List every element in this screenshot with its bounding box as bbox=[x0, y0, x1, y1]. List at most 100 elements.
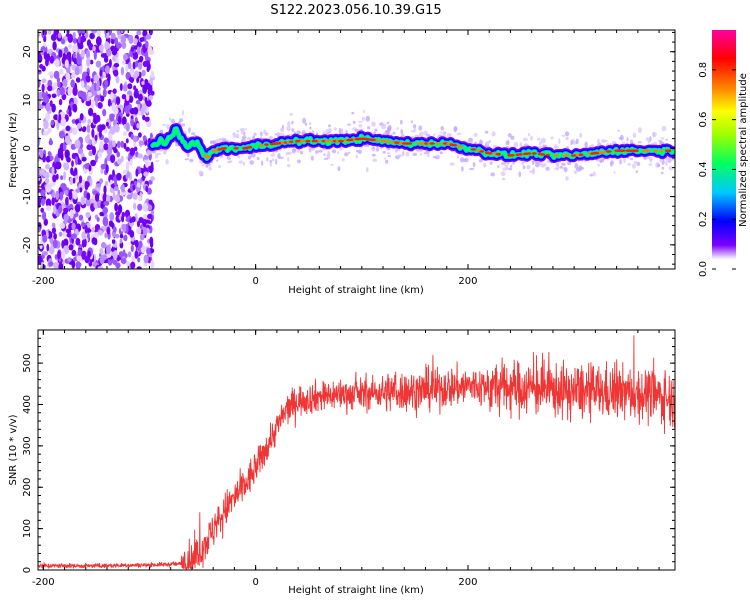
noise-dot bbox=[99, 95, 105, 102]
ridge-haze-dot bbox=[365, 115, 371, 122]
noise-dot bbox=[111, 47, 118, 56]
noise-dot bbox=[75, 237, 81, 246]
noise-dot bbox=[106, 226, 111, 235]
spectrogram-panel: -200 0 200 -20 -10 0 10 20 Height of straight l… bbox=[8, 29, 676, 296]
ridge-haze-dot bbox=[344, 152, 349, 157]
noise-dot bbox=[59, 68, 64, 75]
noise-dot bbox=[135, 100, 141, 105]
ridge-haze-dot bbox=[610, 160, 614, 165]
ridge-haze-dot bbox=[518, 171, 522, 178]
ridge-haze-dot bbox=[209, 140, 213, 145]
ridge-haze-dot bbox=[472, 161, 476, 168]
noise-dot bbox=[68, 110, 72, 117]
noise-dot bbox=[40, 207, 44, 213]
noise-dot bbox=[116, 151, 120, 158]
noise-dot bbox=[45, 205, 52, 212]
noise-dot bbox=[88, 150, 93, 157]
noise-dot bbox=[64, 135, 71, 145]
noise-dot bbox=[68, 244, 74, 251]
noise-dot bbox=[128, 77, 134, 82]
ridge-haze-dot bbox=[489, 161, 493, 165]
noise-dot bbox=[47, 151, 52, 157]
noise-dot bbox=[51, 222, 56, 228]
ridge-haze-dot bbox=[556, 161, 560, 168]
ridge-peak-dot bbox=[553, 154, 560, 157]
noise-dot bbox=[82, 126, 87, 132]
ridge-haze-dot bbox=[168, 117, 171, 121]
noise-dot bbox=[88, 107, 94, 117]
y-tick-label: 100 bbox=[22, 519, 33, 538]
ridge-peak-dot bbox=[217, 148, 222, 151]
ridge-haze-dot bbox=[270, 153, 276, 157]
colorbar-ticks: 0.0 0.2 0.4 0.6 0.8 bbox=[698, 62, 736, 277]
ridge-haze-dot bbox=[286, 164, 291, 168]
colorbar-tick-label: 0.0 bbox=[698, 261, 709, 277]
snr-ticks: -200 0 200 0 100 200 300 400 500 bbox=[22, 330, 675, 588]
ridge-haze-dot bbox=[535, 162, 540, 168]
noise-dot bbox=[93, 50, 97, 60]
noise-dot bbox=[85, 75, 91, 83]
noise-dot bbox=[62, 78, 68, 88]
noise-dot bbox=[95, 97, 98, 107]
noise-dot bbox=[99, 178, 104, 184]
y-tick-label: 400 bbox=[22, 395, 33, 414]
ridge-peak-dot bbox=[546, 153, 550, 157]
noise-dot bbox=[121, 116, 127, 126]
ridge-haze-dot bbox=[159, 129, 164, 134]
ridge-haze-dot bbox=[597, 138, 600, 143]
noise-dot bbox=[68, 43, 73, 50]
noise-dot bbox=[147, 88, 151, 95]
ridge-haze-dot bbox=[507, 133, 512, 138]
ridge-haze-dot bbox=[387, 124, 392, 131]
noise-dot bbox=[38, 102, 42, 111]
noise-dot bbox=[130, 244, 134, 252]
ridge-haze-dot bbox=[352, 120, 356, 125]
y-tick-label: 0 bbox=[22, 567, 33, 573]
ridge-haze-dot bbox=[491, 131, 496, 137]
ridge-haze-dot bbox=[402, 150, 405, 156]
noise-dot bbox=[129, 230, 135, 238]
noise-dot bbox=[57, 32, 62, 39]
ridge-haze-dot bbox=[405, 151, 410, 157]
noise-dot bbox=[148, 95, 154, 101]
ridge-haze-dot bbox=[502, 167, 507, 171]
noise-dot bbox=[91, 237, 97, 245]
noise-dot bbox=[103, 137, 109, 144]
noise-dot bbox=[112, 191, 116, 201]
ridge-haze-dot bbox=[530, 135, 533, 141]
noise-dot bbox=[104, 180, 109, 187]
ridge-haze-dot bbox=[418, 125, 423, 131]
noise-dot bbox=[47, 127, 52, 133]
noise-dot bbox=[75, 262, 82, 267]
ridge-haze-dot bbox=[275, 158, 278, 165]
noise-dot bbox=[59, 222, 66, 229]
ridge-haze-dot bbox=[276, 132, 281, 136]
noise-dot bbox=[99, 248, 104, 255]
noise-dot bbox=[74, 139, 81, 149]
noise-dot bbox=[67, 86, 72, 96]
noise-dot bbox=[103, 56, 109, 63]
noise-dot bbox=[81, 156, 87, 162]
noise-dot bbox=[67, 33, 74, 43]
noise-dot bbox=[115, 75, 120, 84]
snr-marks bbox=[38, 335, 675, 570]
noise-dot bbox=[72, 103, 77, 110]
noise-dot bbox=[127, 251, 132, 258]
noise-dot bbox=[138, 140, 145, 146]
noise-dot bbox=[97, 102, 103, 109]
ridge-haze-dot bbox=[337, 166, 341, 172]
noise-dot bbox=[115, 195, 121, 203]
ridge-haze-dot bbox=[314, 150, 319, 154]
ridge-haze-dot bbox=[287, 121, 291, 127]
ridge-haze-dot bbox=[354, 128, 359, 133]
snr-frame bbox=[37, 329, 676, 571]
noise-dot bbox=[78, 175, 83, 184]
noise-dot bbox=[131, 255, 135, 263]
noise-dot bbox=[54, 58, 60, 68]
ridge-peak-dot bbox=[456, 145, 463, 148]
noise-dot bbox=[107, 98, 112, 107]
colorbar-gradient bbox=[712, 30, 736, 269]
ridge-haze-dot bbox=[358, 124, 363, 128]
noise-dot bbox=[42, 211, 47, 221]
ridge-haze-dot bbox=[376, 147, 379, 152]
